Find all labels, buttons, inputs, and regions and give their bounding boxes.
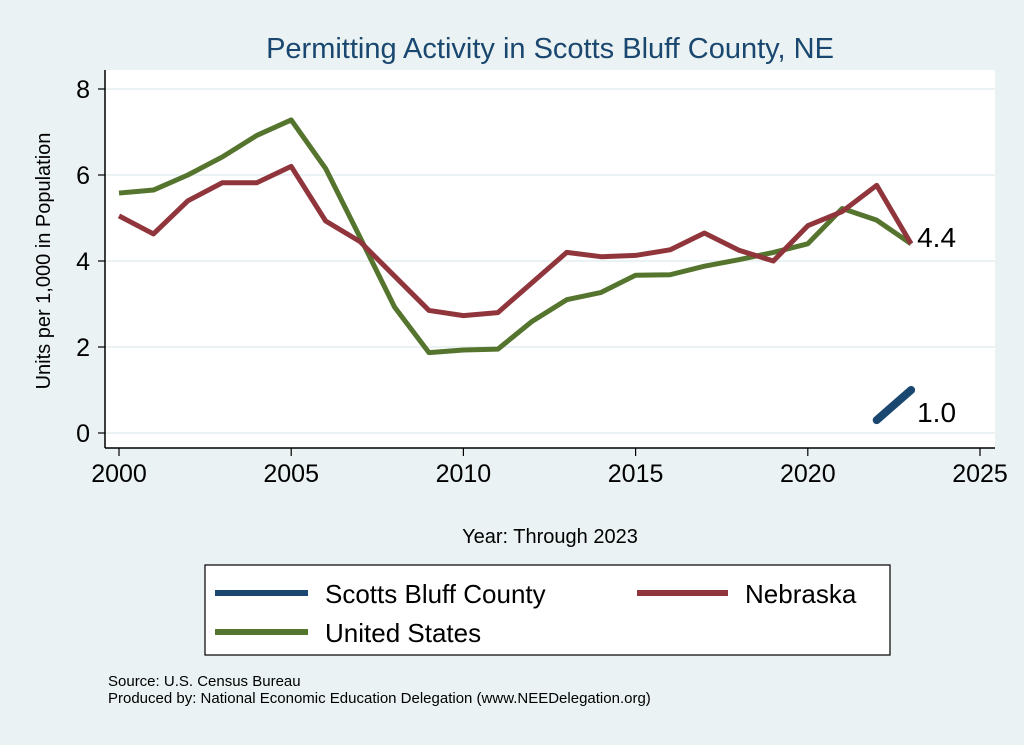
x-tick-label: 2005 bbox=[263, 460, 319, 488]
source-note: Source: U.S. Census Bureau bbox=[108, 673, 301, 690]
chart-title: Permitting Activity in Scotts Bluff Coun… bbox=[266, 33, 834, 65]
x-tick-label: 2010 bbox=[436, 460, 492, 488]
plot-area bbox=[105, 70, 995, 448]
legend: Scotts Bluff County Nebraska United Stat… bbox=[204, 564, 891, 656]
end-value-label: 1.0 bbox=[917, 397, 956, 428]
series-line-united-states bbox=[118, 117, 913, 356]
legend-label-united-states: United States bbox=[325, 618, 481, 648]
x-tick-label: 2020 bbox=[780, 460, 836, 488]
y-tick-label: 2 bbox=[76, 334, 90, 362]
y-tick-label: 4 bbox=[76, 248, 90, 276]
legend-label-scotts-bluff: Scotts Bluff County bbox=[325, 579, 546, 609]
series-line-nebraska bbox=[117, 163, 914, 319]
end-value-label: 4.4 bbox=[917, 222, 956, 253]
series-line-scotts-bluff-county bbox=[872, 386, 916, 425]
x-axis-label: Year: Through 2023 bbox=[462, 526, 638, 548]
x-tick-label: 2000 bbox=[91, 460, 147, 488]
y-axis-label: Units per 1,000 in Population bbox=[33, 133, 55, 390]
y-tick-label: 0 bbox=[76, 420, 90, 448]
y-tick-label: 6 bbox=[76, 162, 90, 190]
legend-label-nebraska: Nebraska bbox=[745, 579, 857, 609]
x-tick-label: 2025 bbox=[952, 460, 1008, 488]
x-tick-label: 2015 bbox=[608, 460, 664, 488]
y-tick-label: 8 bbox=[76, 76, 90, 104]
producer-note: Produced by: National Economic Education… bbox=[108, 690, 651, 707]
